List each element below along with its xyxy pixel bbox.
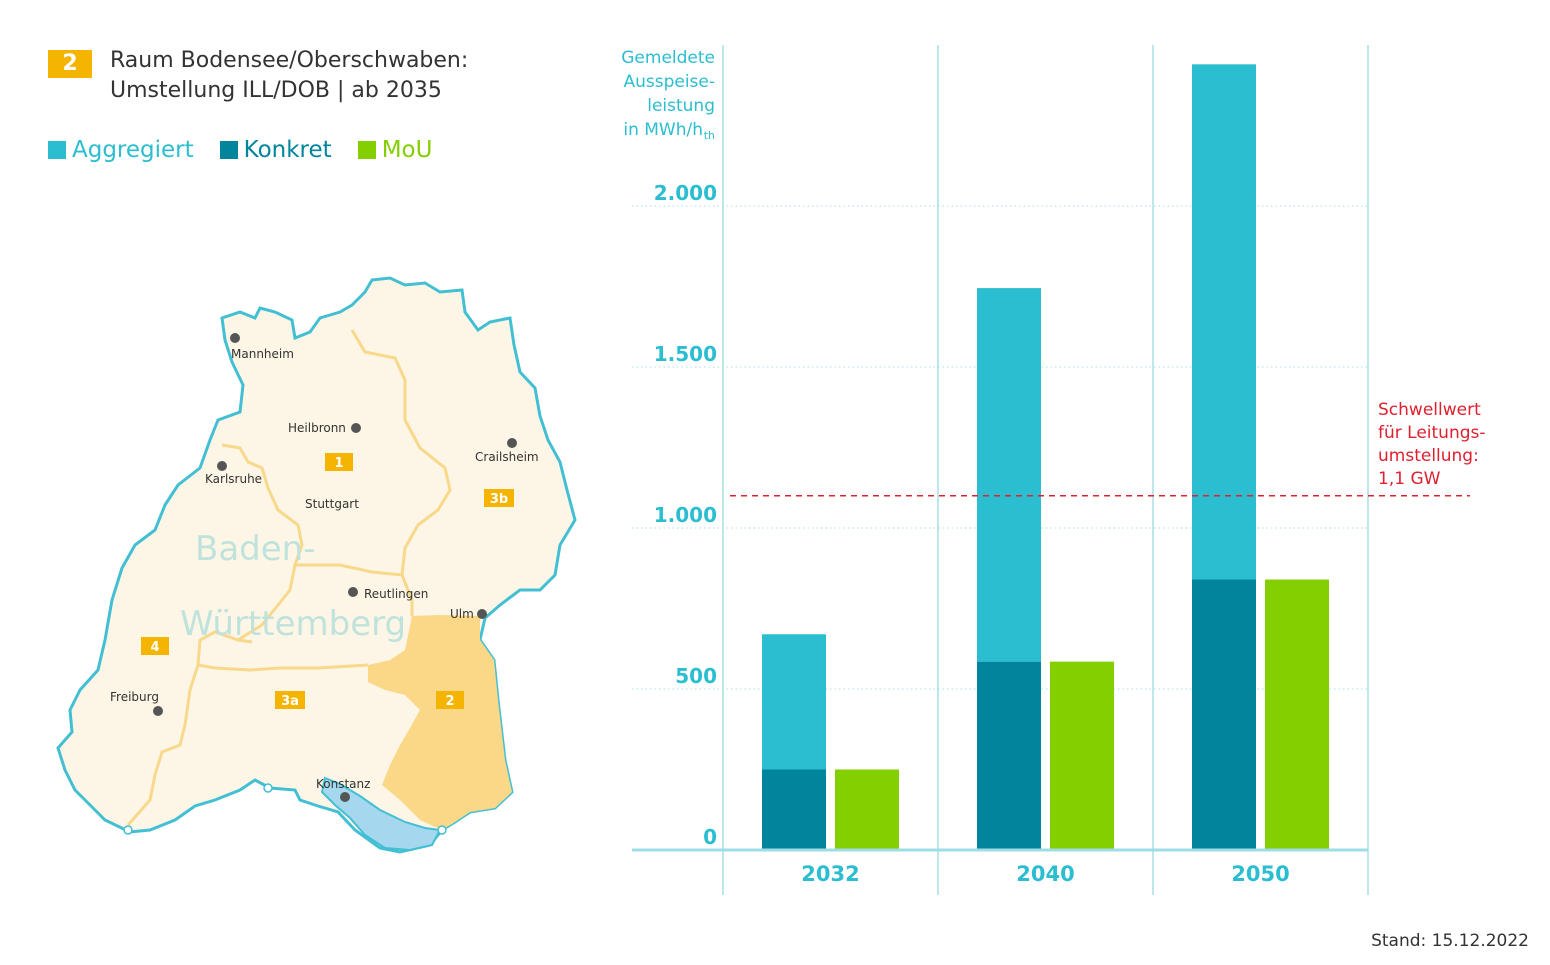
chart-legend: Aggregiert Konkret MoU <box>48 136 458 164</box>
bar-mou-2050 <box>1265 579 1329 850</box>
region-badge-3b-label: 3b <box>490 492 508 507</box>
legend-label-konkret: Konkret <box>243 137 332 163</box>
y-axis-title-line-4: in MWh/h <box>623 120 703 140</box>
city-dot-karlsruhe <box>217 461 227 471</box>
bar-aggregiert-2032 <box>762 634 826 770</box>
page-title: Raum Bodensee/Oberschwaben: Umstellung I… <box>110 46 590 106</box>
x-tick-label-2032: 2032 <box>801 862 859 886</box>
lake-constance <box>320 776 442 852</box>
border-node-south <box>263 783 273 793</box>
y-axis-title-line-3: leistung <box>647 96 715 116</box>
x-tick-label-2040: 2040 <box>1016 862 1074 886</box>
bar-konkret-2040 <box>977 661 1041 850</box>
y-axis-title-line-2: Ausspeise- <box>623 72 715 92</box>
stand-date: Stand: 15.12.2022 <box>1371 931 1529 951</box>
city-dot-heilbronn <box>351 423 361 433</box>
region-badge-4 <box>141 637 169 655</box>
threshold-layer: Schwellwert für Leitungs-umstellung: 1,1 G… <box>730 400 1486 497</box>
city-dot-mannheim <box>230 333 240 343</box>
bar-konkret-2032 <box>762 769 826 850</box>
bar-mou-2040 <box>1050 661 1114 850</box>
legend-swatch-konkret <box>219 141 238 159</box>
region-badge-4-label: 4 <box>150 640 159 655</box>
y-tick-label: 1.000 <box>654 503 717 527</box>
legend-swatch-mou <box>357 141 376 159</box>
city-dot-crailsheim <box>507 438 517 448</box>
threshold-label-line: 1,1 GW <box>1378 469 1441 489</box>
bar-chart-area: Gemeldete Ausspeise- leistung in MWh/h t… <box>600 30 1550 910</box>
bar-konkret-2050 <box>1192 579 1256 850</box>
legend-label-aggregiert: Aggregiert <box>72 137 194 163</box>
y-tick-label: 1.500 <box>654 342 717 366</box>
city-dot-ulm <box>477 609 487 619</box>
y-tick-label: 0 <box>703 825 717 849</box>
bar-mou-2032 <box>835 769 899 850</box>
region-badge-1 <box>325 453 353 471</box>
bar-aggregiert-2040 <box>977 288 1041 662</box>
city-dot-reutlingen <box>348 587 358 597</box>
city-dot-konstanz <box>340 792 350 802</box>
y-tick-label: 500 <box>675 664 717 688</box>
map-svg: Baden- Württemberg Mannheim Heilbronn Cr… <box>56 276 577 854</box>
legend-swatch-aggregiert <box>48 141 66 159</box>
x-tick-label-2050: 2050 <box>1231 862 1289 886</box>
title-line-2: Umstellung ILL/DOB | ab 2035 <box>110 78 442 103</box>
border-node-east <box>437 825 447 835</box>
city-label-heilbronn: Heilbronn <box>288 421 346 435</box>
y-tick-label: 2.000 <box>654 181 717 205</box>
threshold-label-line: umstellung: <box>1378 446 1479 466</box>
region-badge-2-label: 2 <box>445 694 454 709</box>
y-axis-title: Gemeldete Ausspeise- leistung in MWh/h t… <box>621 48 715 142</box>
region-badges: 1 3b 4 3a 2 <box>141 453 514 709</box>
title-line-1: Raum Bodensee/Oberschwaben: <box>110 48 469 73</box>
threshold-label-line: für Leitungs- <box>1378 423 1486 443</box>
legend-item-konkret: Konkret <box>219 137 332 163</box>
state-name-line-1: Baden- <box>195 529 315 569</box>
city-markers: Mannheim Heilbronn Crailsheim Karlsruhe … <box>110 333 539 802</box>
axis-layer: 2032 2040 2050 <box>632 45 1369 895</box>
bars-layer <box>762 64 1329 850</box>
region-badge-3b <box>484 489 514 507</box>
region-badge-3a-label: 3a <box>281 694 299 709</box>
city-label-mannheim: Mannheim <box>231 347 294 361</box>
legend-label-mou: MoU <box>381 137 433 163</box>
region-badge-1-label: 1 <box>334 456 343 471</box>
map-baden-wuerttemberg: Baden- Württemberg Mannheim Heilbronn Cr… <box>48 270 583 860</box>
city-label-stuttgart: Stuttgart <box>305 497 359 511</box>
city-label-crailsheim: Crailsheim <box>475 450 539 464</box>
state-name-line-2: Württemberg <box>180 604 406 644</box>
region-boundaries <box>126 329 452 826</box>
city-label-karlsruhe: Karlsruhe <box>205 472 262 486</box>
legend-item-aggregiert: Aggregiert <box>48 137 194 163</box>
y-axis-title-subscript: th <box>704 129 715 142</box>
y-axis-title-line-1: Gemeldete <box>621 48 715 68</box>
bar-chart-svg: Gemeldete Ausspeise- leistung in MWh/h t… <box>621 45 1486 895</box>
region-number-badge: 2 <box>48 50 92 78</box>
border-node-west <box>123 825 133 835</box>
region-badge-2 <box>436 691 464 709</box>
threshold-label-line: Schwellwert <box>1378 400 1481 420</box>
city-label-konstanz: Konstanz <box>316 777 370 791</box>
legend-item-mou: MoU <box>357 137 433 163</box>
city-dot-freiburg <box>153 706 163 716</box>
city-label-reutlingen: Reutlingen <box>364 587 428 601</box>
bar-aggregiert-2050 <box>1192 64 1256 580</box>
city-label-freiburg: Freiburg <box>110 690 159 704</box>
region-2-highlight <box>368 615 512 830</box>
city-label-ulm: Ulm <box>450 607 474 621</box>
region-badge-3a <box>275 691 305 709</box>
